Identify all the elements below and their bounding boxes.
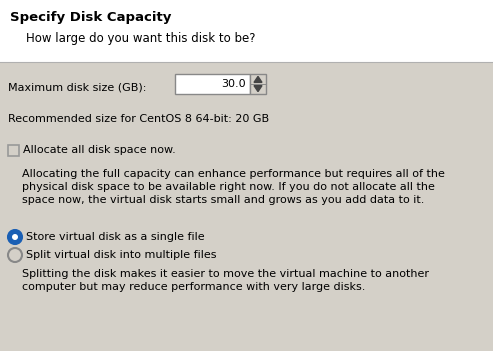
FancyBboxPatch shape — [8, 145, 19, 155]
Text: Recommended size for CentOS 8 64-bit: 20 GB: Recommended size for CentOS 8 64-bit: 20… — [8, 114, 269, 124]
Text: physical disk space to be available right now. If you do not allocate all the: physical disk space to be available righ… — [22, 182, 435, 192]
FancyBboxPatch shape — [250, 74, 266, 94]
Text: 30.0: 30.0 — [221, 79, 246, 89]
Text: Maximum disk size (GB):: Maximum disk size (GB): — [8, 83, 146, 93]
Text: computer but may reduce performance with very large disks.: computer but may reduce performance with… — [22, 282, 365, 292]
Text: space now, the virtual disk starts small and grows as you add data to it.: space now, the virtual disk starts small… — [22, 195, 424, 205]
Text: Allocating the full capacity can enhance performance but requires all of the: Allocating the full capacity can enhance… — [22, 169, 445, 179]
Circle shape — [12, 234, 18, 240]
FancyBboxPatch shape — [175, 74, 250, 94]
Circle shape — [8, 248, 22, 262]
Circle shape — [8, 230, 22, 244]
Text: Splitting the disk makes it easier to move the virtual machine to another: Splitting the disk makes it easier to mo… — [22, 269, 429, 279]
Polygon shape — [254, 86, 262, 92]
Text: Allocate all disk space now.: Allocate all disk space now. — [23, 145, 176, 155]
Text: Split virtual disk into multiple files: Split virtual disk into multiple files — [26, 250, 216, 260]
Text: How large do you want this disk to be?: How large do you want this disk to be? — [26, 32, 255, 45]
Text: Specify Disk Capacity: Specify Disk Capacity — [10, 11, 172, 24]
Text: Store virtual disk as a single file: Store virtual disk as a single file — [26, 232, 205, 242]
Polygon shape — [254, 77, 262, 82]
FancyBboxPatch shape — [0, 0, 493, 62]
